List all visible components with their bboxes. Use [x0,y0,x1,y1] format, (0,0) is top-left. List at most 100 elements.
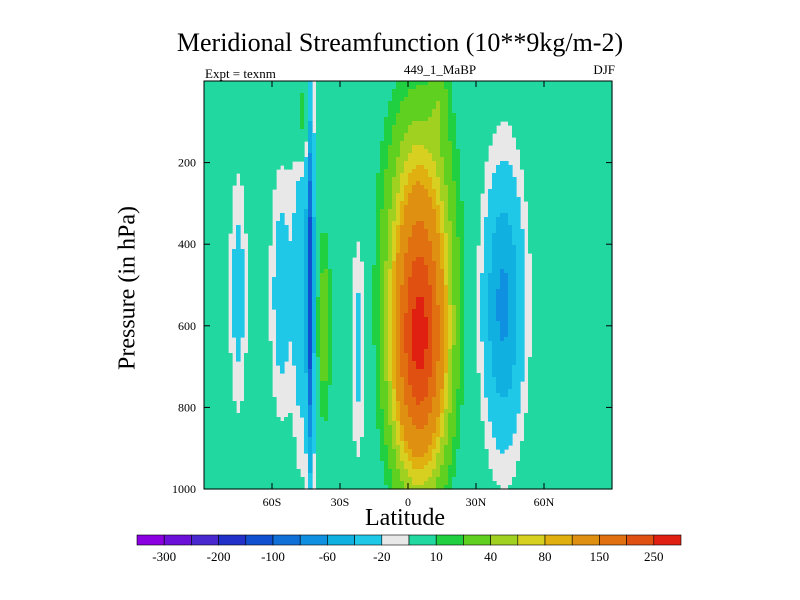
contour-cell [320,289,325,294]
contour-cell [260,105,265,110]
contour-cell [544,89,549,94]
contour-cell [248,177,253,182]
contour-cell [380,273,385,278]
contour-cell [232,117,237,122]
contour-cell [396,113,401,118]
contour-cell [548,129,553,134]
contour-cell [248,153,253,158]
contour-cell [556,281,561,286]
contour-cell [608,185,613,190]
contour-cell [424,113,429,118]
contour-cell [308,97,313,102]
contour-cell [400,289,405,294]
contour-cell [380,189,385,194]
contour-cell [472,225,477,230]
contour-cell [412,229,417,234]
contour-cell [300,93,305,98]
contour-cell [436,177,441,182]
contour-cell [488,285,493,290]
contour-cell [376,177,381,182]
contour-cell [316,85,321,90]
contour-cell [404,169,409,174]
contour-cell [220,209,225,214]
contour-cell [268,225,273,230]
contour-cell [548,221,553,226]
contour-cell [204,149,209,154]
contour-cell [456,113,461,118]
contour-cell [252,261,257,266]
contour-cell [212,193,217,198]
contour-cell [336,181,341,186]
contour-cell [488,209,493,214]
contour-cell [220,237,225,242]
contour-cell [260,165,265,170]
contour-cell [364,237,369,242]
contour-cell [492,109,497,114]
contour-cell [596,121,601,126]
contour-cell [300,201,305,206]
contour-cell [212,81,217,86]
contour-cell [428,101,433,106]
contour-cell [208,101,213,106]
contour-cell [292,85,297,90]
contour-cell [604,193,609,198]
contour-cell [204,109,209,114]
contour-cell [528,221,533,226]
contour-cell [488,125,493,130]
contour-cell [476,177,481,182]
contour-cell [444,81,449,86]
contour-cell [360,93,365,98]
contour-cell [344,185,349,190]
contour-cell [348,217,353,222]
contour-cell [532,157,537,162]
contour-cell [592,157,597,162]
contour-cell [388,85,393,90]
contour-cell [580,285,585,290]
contour-cell [288,101,293,106]
contour-cell [520,101,525,106]
contour-cell [604,229,609,234]
contour-cell [272,177,277,182]
contour-cell [524,89,529,94]
contour-cell [504,221,509,226]
contour-cell [212,177,217,182]
contour-cell [324,289,329,294]
contour-cell [424,89,429,94]
contour-cell [432,281,437,286]
contour-cell [312,157,317,162]
contour-cell [384,113,389,118]
contour-cell [460,161,465,166]
contour-cell [248,229,253,234]
contour-cell [556,97,561,102]
contour-cell [344,117,349,122]
contour-cell [260,245,265,250]
contour-cell [384,229,389,234]
contour-cell [576,157,581,162]
contour-cell [336,253,341,258]
contour-cell [296,241,301,246]
contour-cell [308,205,313,210]
contour-cell [432,161,437,166]
contour-cell [396,125,401,130]
contour-cell [456,125,461,130]
contour-cell [316,261,321,266]
contour-cell [480,153,485,158]
contour-cell [408,93,413,98]
contour-cell [472,257,477,262]
contour-cell [332,133,337,138]
contour-cell [224,233,229,238]
contour-cell [556,273,561,278]
contour-cell [320,281,325,286]
contour-cell [400,213,405,218]
contour-cell [420,273,425,278]
contour-cell [400,225,405,230]
contour-cell [276,257,281,262]
contour-cell [532,113,537,118]
contour-cell [576,109,581,114]
contour-cell [456,165,461,170]
contour-cell [592,241,597,246]
contour-cell [264,185,269,190]
contour-cell [588,245,593,250]
contour-cell [596,245,601,250]
contour-cell [408,149,413,154]
